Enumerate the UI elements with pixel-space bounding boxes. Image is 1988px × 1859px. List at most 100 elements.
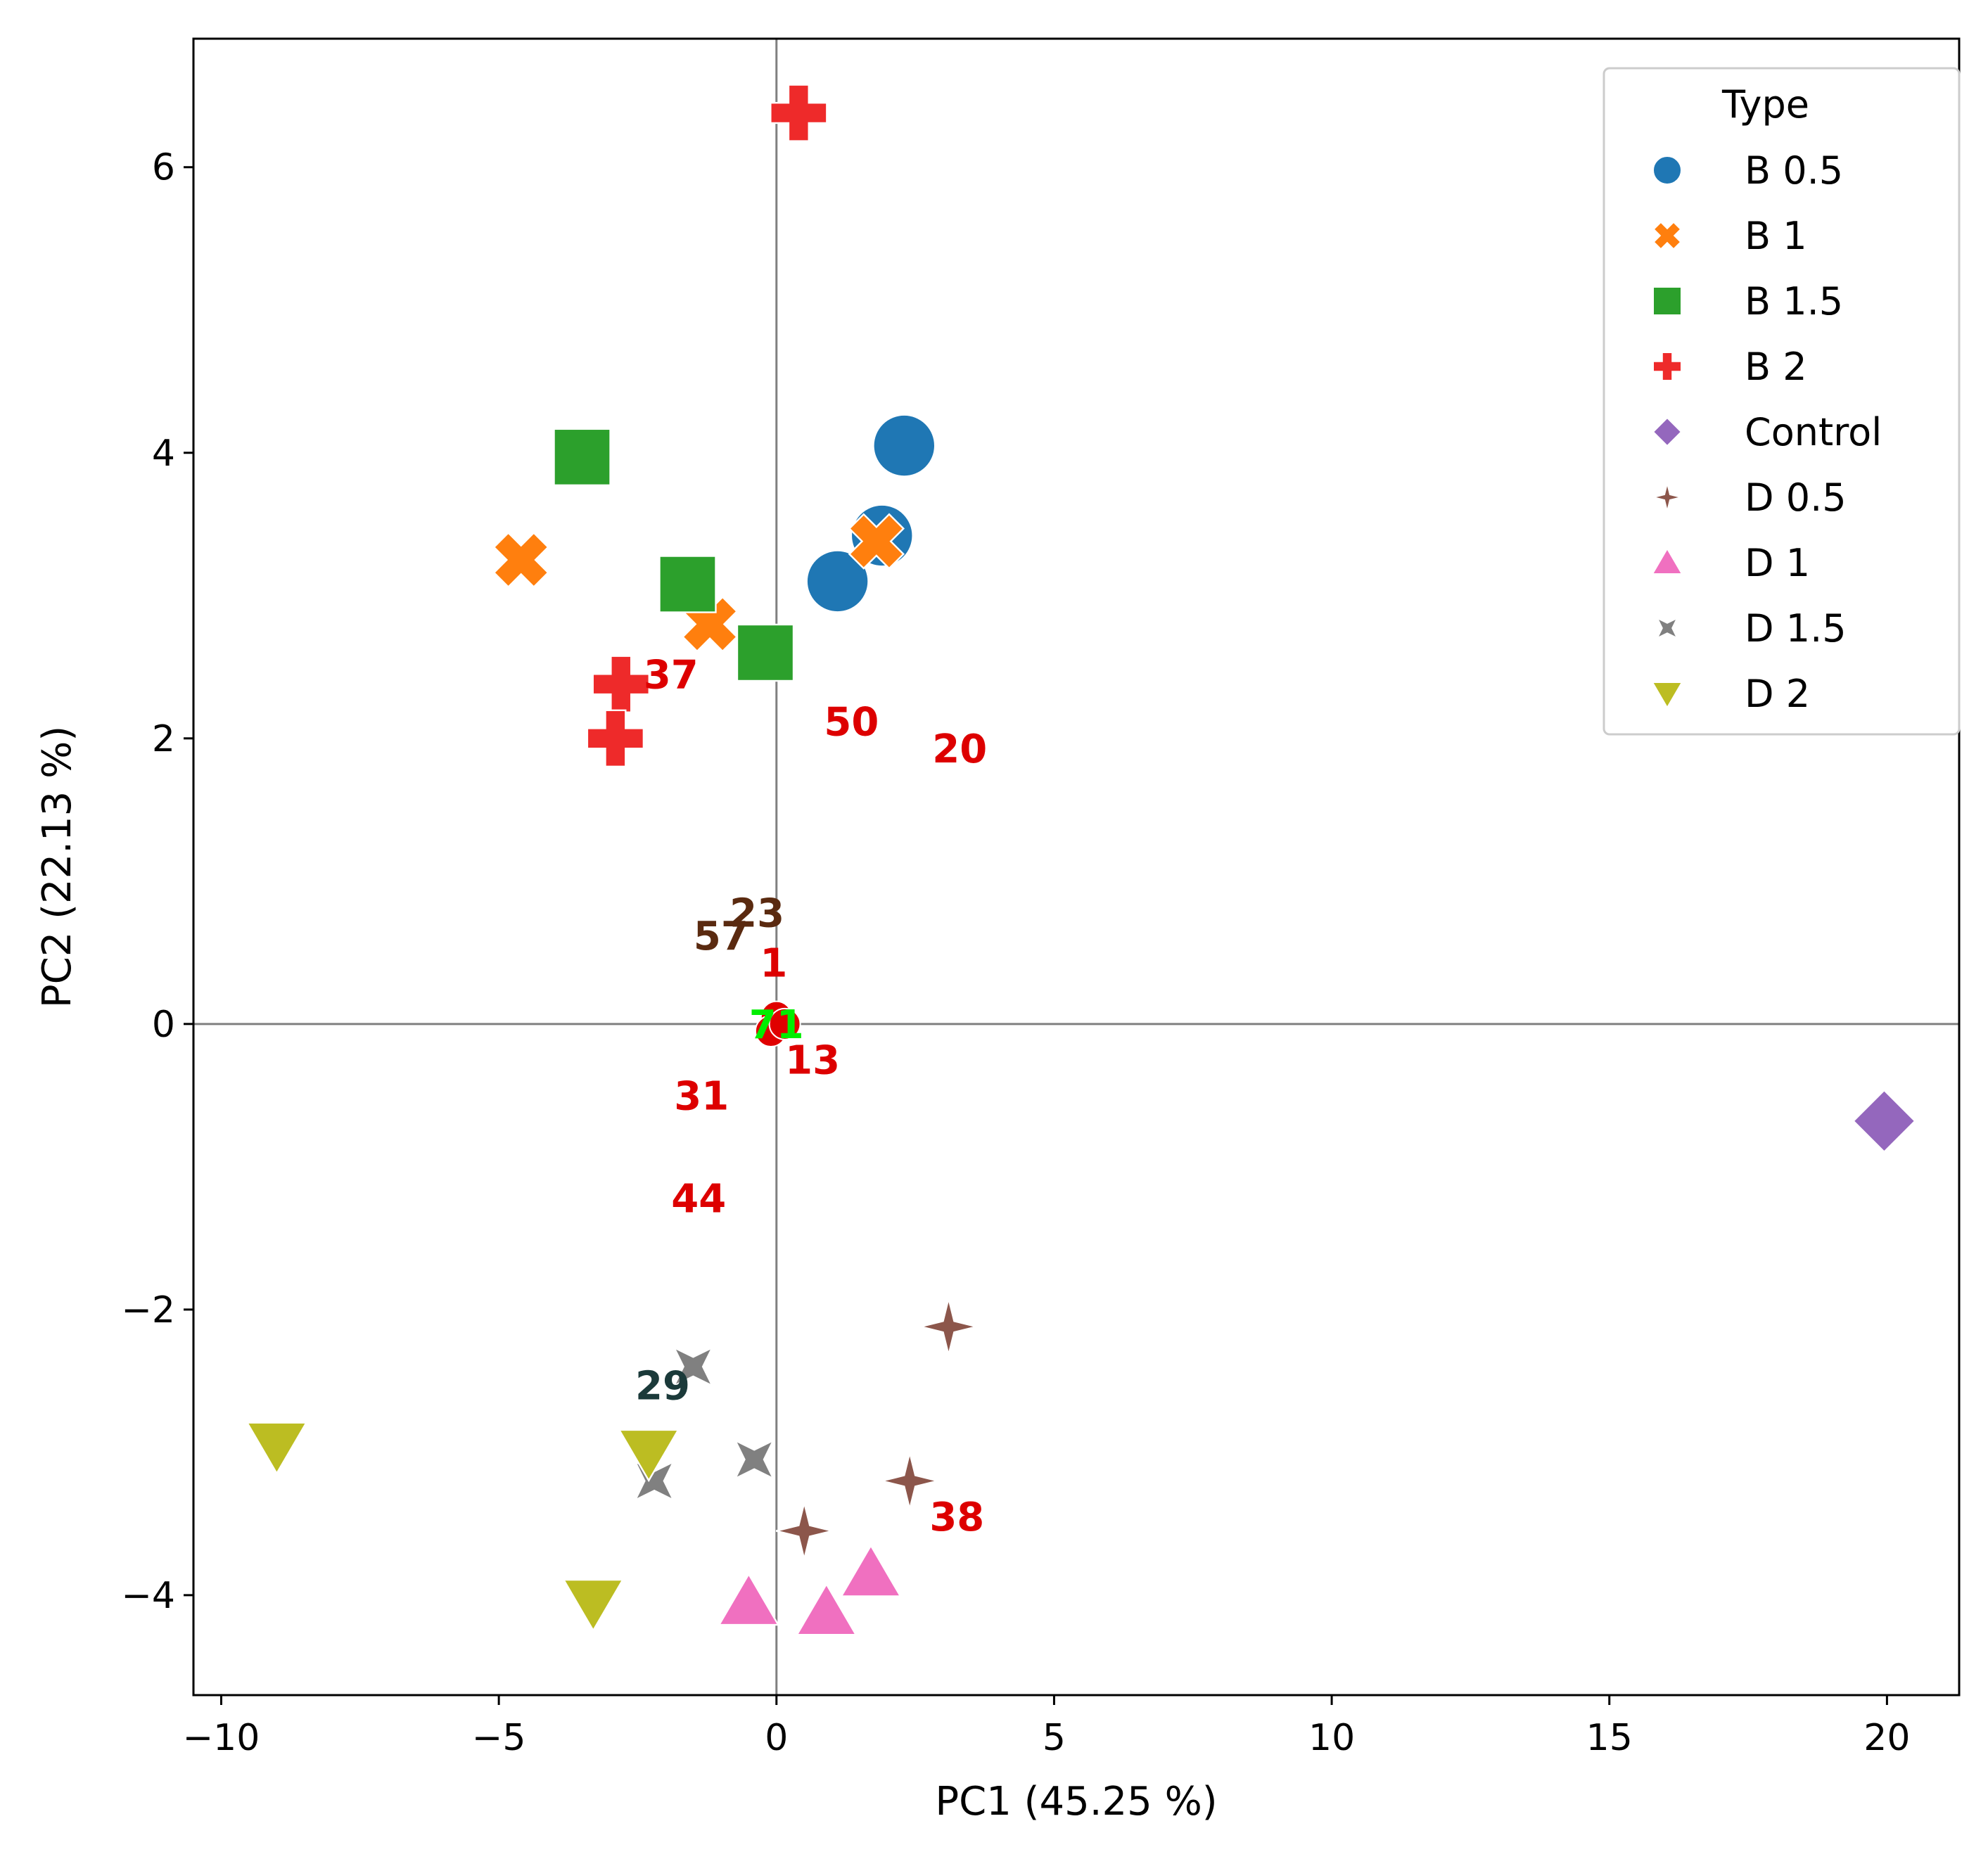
legend-item: B 2 (1652, 345, 1807, 389)
annotation-label: 50 (824, 699, 879, 745)
marker-shape (718, 1572, 780, 1626)
marker-shape (872, 414, 936, 478)
legend-item: Control (1652, 410, 1882, 454)
legend-label: D 1 (1745, 541, 1810, 585)
annotation-label: 37 (644, 652, 699, 698)
point-b-0-5 (872, 414, 936, 478)
reference-lines (193, 39, 1959, 1695)
annotation-label: 20 (932, 727, 987, 772)
legend-item: B 0.5 (1652, 148, 1843, 193)
marker-shape (1652, 221, 1682, 250)
y-tick-label: 4 (152, 433, 175, 475)
legend-marker (1652, 352, 1682, 381)
annotation-label: 29 (635, 1363, 690, 1409)
annotation-label: 31 (674, 1073, 729, 1119)
plot-frame (192, 37, 1961, 1697)
marker-shape (1652, 352, 1682, 381)
legend-label: B 0.5 (1745, 148, 1843, 193)
marker-shape (920, 1298, 977, 1355)
marker-shape (658, 555, 717, 613)
legend-marker (1652, 155, 1682, 185)
x-tick-label: 10 (1308, 1717, 1355, 1759)
legend-items: B 0.5 B 1 B 1.5 B 2 Control D 0.5 D 1 D 1.5 D 2 (1651, 148, 1882, 716)
y-tick-label: −2 (121, 1289, 175, 1331)
point-b-2 (586, 709, 645, 767)
y-tick-label: 6 (152, 147, 175, 189)
marker-shape (492, 531, 549, 589)
point-b-1-5 (658, 555, 717, 613)
marker-shape (839, 1544, 903, 1597)
marker-shape (1652, 155, 1682, 185)
marker-shape (1655, 616, 1679, 640)
point-b-1 (848, 513, 905, 570)
point-d-1 (795, 1582, 858, 1636)
y-axis-label: PC2 (22.13 %) (34, 726, 80, 1008)
x-axis-label: PC1 (45.25 %) (935, 1779, 1217, 1825)
x-tick-label: −10 (183, 1717, 260, 1759)
point-d-1 (839, 1544, 903, 1597)
marker-shape (736, 623, 795, 682)
x-tick-label: 5 (1043, 1717, 1066, 1759)
marker-shape (592, 655, 650, 713)
legend-item: D 1.5 (1655, 606, 1847, 651)
marker-shape (768, 1007, 801, 1040)
marker-shape (1652, 483, 1682, 512)
legend-marker (1652, 483, 1682, 512)
marker-shape (805, 549, 869, 613)
point-b-1-5 (553, 428, 611, 487)
annotation-label: 57 (694, 914, 748, 959)
legend-label: D 0.5 (1745, 475, 1847, 520)
marker-shape (618, 1429, 680, 1483)
point-d-0-5 (881, 1452, 938, 1509)
point-d-2 (246, 1422, 308, 1476)
x-tick-label: −5 (472, 1717, 526, 1759)
legend-title: Type (1721, 82, 1809, 127)
point-b-2 (592, 655, 650, 713)
legend-marker (1651, 547, 1683, 575)
marker-shape (562, 1578, 625, 1633)
point-d-2 (618, 1429, 680, 1483)
y-axis-ticks: −4 −2 0 2 4 6 (121, 147, 193, 1617)
legend-label: B 2 (1745, 345, 1807, 389)
origin-cluster-point (768, 1007, 801, 1040)
annotation-label: 13 (785, 1038, 840, 1084)
legend-item: B 1.5 (1652, 279, 1843, 324)
point-control (1852, 1089, 1917, 1154)
point-b-1 (492, 531, 549, 589)
legend-label: D 2 (1745, 672, 1810, 716)
y-tick-label: 2 (152, 718, 175, 760)
marker-shape (733, 1438, 775, 1481)
x-tick-label: 15 (1586, 1717, 1633, 1759)
legend-item: D 0.5 (1652, 475, 1847, 520)
marker-shape (673, 1346, 714, 1388)
legend-marker (1651, 682, 1683, 709)
annotation-label: 71 (749, 1002, 804, 1048)
legend-item: D 1 (1651, 541, 1810, 585)
marker-shape (586, 709, 645, 767)
point-d-0-5 (920, 1298, 977, 1355)
point-d-1 (718, 1572, 780, 1626)
legend-label: Control (1745, 410, 1882, 454)
marker-shape (1652, 416, 1683, 447)
marker-shape (770, 84, 828, 142)
point-b-0-5 (805, 549, 869, 613)
x-tick-label: 0 (765, 1717, 788, 1759)
x-tick-label: 20 (1863, 1717, 1910, 1759)
data-points (246, 84, 1917, 1636)
legend-label: B 1.5 (1745, 279, 1843, 324)
point-b-2 (770, 84, 828, 142)
marker-shape (246, 1422, 308, 1476)
legend-item: D 2 (1651, 672, 1810, 716)
marker-shape (1651, 682, 1683, 709)
annotation-label: 44 (671, 1177, 726, 1222)
legend-marker (1655, 616, 1679, 640)
marker-shape (795, 1582, 858, 1636)
y-tick-label: −4 (121, 1575, 175, 1617)
point-d-1-5 (733, 1438, 775, 1481)
x-axis-ticks: −10 −5 0 5 10 15 20 (183, 1695, 1910, 1759)
marker-shape (775, 1502, 833, 1559)
marker-shape (1651, 547, 1683, 575)
legend-item: B 1 (1652, 214, 1807, 258)
